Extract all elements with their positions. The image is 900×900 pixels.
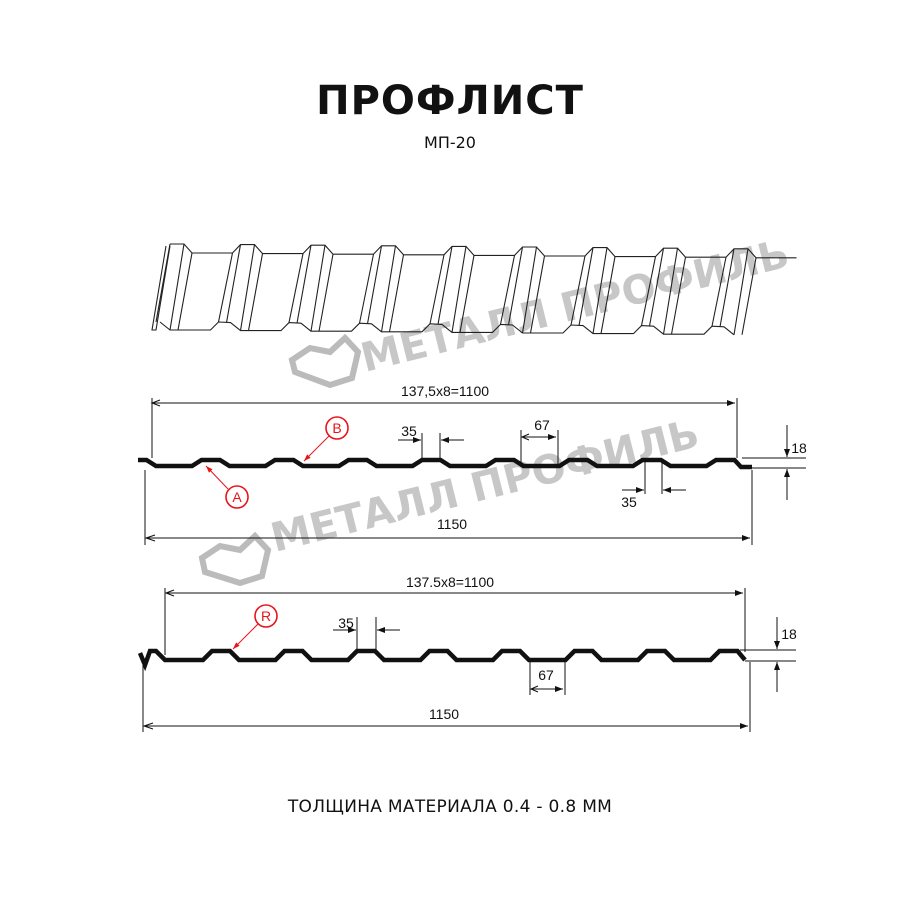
sheet-rib-edge <box>499 255 516 325</box>
marker-b-label: B <box>332 420 341 436</box>
profile-r: 137.5x8=1100 1150 35 67 18 R <box>137 574 797 732</box>
arrowhead <box>529 685 539 693</box>
sheet-rib-edge <box>451 246 467 333</box>
total-label: 1150 <box>429 706 459 722</box>
material-thickness-note: ТОЛЩИНА МАТЕРИАЛА 0.4 - 0.8 ММ <box>287 797 613 817</box>
sheet-rib-edge <box>507 246 524 326</box>
page-subtitle: МП-20 <box>424 133 476 152</box>
marker-a-pointer <box>205 465 229 490</box>
sheet-rib-edge <box>239 244 256 331</box>
sheet-bottom-edge <box>159 321 735 336</box>
sheet-rib-edge <box>318 254 334 332</box>
sheet-rib-edge <box>437 246 453 325</box>
marker-a-circle <box>225 485 249 509</box>
top-width-label: 35 <box>401 423 417 439</box>
marker-r-pointer <box>232 623 259 650</box>
sheet-rib-edge <box>459 255 475 333</box>
span-label: 137.5x8=1100 <box>406 574 494 590</box>
marker-b-circle <box>325 416 349 440</box>
sheet-rib-edge <box>177 252 193 331</box>
sheet-rib-edge <box>358 254 375 324</box>
marker-r-circle <box>254 604 278 628</box>
sheet-rib-edge <box>429 254 445 324</box>
bottom-width-label: 67 <box>538 667 554 683</box>
sheet-rib-edge <box>529 255 546 334</box>
profile-a-line <box>138 457 752 470</box>
sheet-rib-edge <box>648 248 665 327</box>
sheet-3d-illustration <box>151 243 797 336</box>
sheet-rib-edge <box>719 248 735 327</box>
arrowhead <box>520 433 530 441</box>
sheet-rib-edge <box>578 247 594 326</box>
sheet-top-edge <box>170 243 797 259</box>
sheet-rib-edge <box>592 247 608 334</box>
sheet-rib-edge <box>296 245 312 324</box>
bottom-gap-label: 35 <box>621 494 637 510</box>
sheet-rib-edge <box>733 248 749 335</box>
watermark-logo-icon <box>288 333 362 389</box>
sheet-rib-edge <box>169 243 185 331</box>
sheet-rib-edge <box>217 252 234 323</box>
sheet-rib-edge <box>662 248 679 335</box>
sheet-rib-edge <box>288 253 304 323</box>
arrowhead <box>142 722 154 730</box>
marker-r-label: R <box>261 608 271 624</box>
arrowhead <box>164 589 175 597</box>
sheet-rib-edge <box>225 244 242 323</box>
marker-b-pointer <box>303 435 330 462</box>
sheet-rib-edge <box>600 256 616 334</box>
sheet-rib-edge <box>247 253 264 331</box>
sheet-rib-edge <box>380 245 397 332</box>
total-label: 1150 <box>437 516 467 532</box>
profile-ab: 137,5x8=1100 1150 35 67 35 18 A <box>138 383 807 545</box>
sheet-rib-edge <box>741 257 757 335</box>
sheet-rib-edge <box>388 254 405 332</box>
page-title: ПРОФЛИСТ <box>316 78 584 124</box>
sheet-rib-edge <box>711 257 727 327</box>
sheet-rib-edge <box>640 256 657 326</box>
profile-r-line <box>137 648 747 672</box>
watermark-logo-icon <box>198 531 272 587</box>
arrowhead <box>150 399 161 407</box>
sheet-rib-edge <box>521 246 538 334</box>
height-label: 18 <box>791 440 807 456</box>
sheet-edge-fold <box>151 245 171 331</box>
sheet-rib-edge <box>570 255 586 326</box>
arrowhead <box>144 534 156 542</box>
height-label: 18 <box>781 626 797 642</box>
marker-a-label: A <box>232 489 242 505</box>
sheet-rib-edge <box>310 245 326 332</box>
top-width-label: 35 <box>338 615 354 631</box>
span-label: 137,5x8=1100 <box>401 383 489 399</box>
bottom-width-label: 67 <box>534 417 550 433</box>
sheet-rib-edge <box>366 245 383 324</box>
sheet-rib-edge <box>670 257 687 335</box>
